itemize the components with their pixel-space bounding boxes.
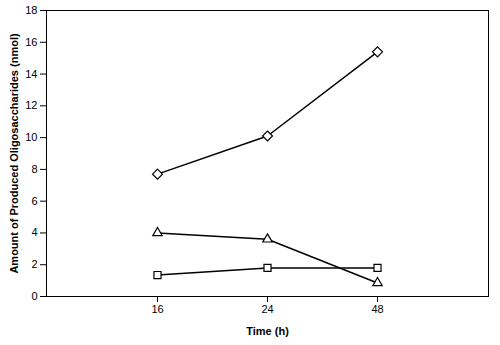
svg-text:Time (h): Time (h) — [246, 325, 289, 337]
svg-text:6: 6 — [31, 195, 37, 207]
svg-text:4: 4 — [31, 226, 37, 238]
svg-text:16: 16 — [151, 303, 163, 315]
svg-text:12: 12 — [25, 99, 37, 111]
svg-text:16: 16 — [25, 36, 37, 48]
svg-text:10: 10 — [25, 131, 37, 143]
svg-text:18: 18 — [25, 4, 37, 16]
svg-text:8: 8 — [31, 163, 37, 175]
svg-text:2: 2 — [31, 258, 37, 270]
svg-text:48: 48 — [371, 303, 383, 315]
svg-text:0: 0 — [31, 290, 37, 302]
svg-text:Amount of Produced Oligosaccha: Amount of Produced Oligosaccharides (nmo… — [8, 33, 20, 274]
svg-text:14: 14 — [25, 68, 37, 80]
svg-text:24: 24 — [261, 303, 273, 315]
